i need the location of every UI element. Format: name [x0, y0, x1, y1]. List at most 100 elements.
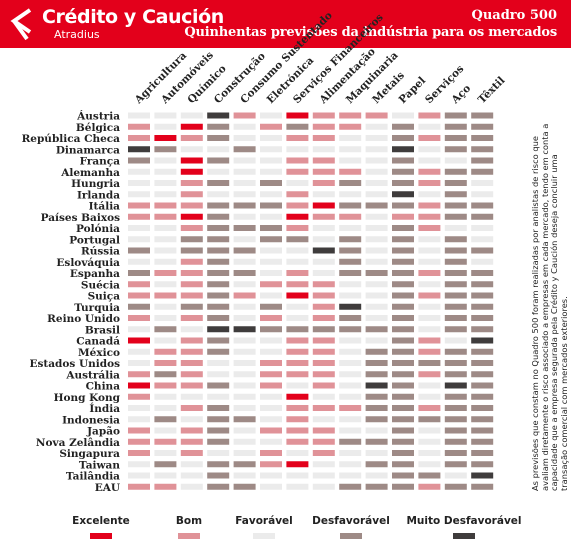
heatmap-cell — [392, 191, 414, 198]
heatmap-cell — [365, 450, 388, 456]
heatmap-cell — [180, 123, 203, 130]
heatmap-cell — [365, 146, 388, 153]
heatmap-cell — [286, 405, 309, 411]
heatmap-cell — [180, 303, 203, 310]
heatmap-cell — [128, 416, 150, 423]
heatmap-cell — [154, 146, 177, 153]
heatmap-cell — [392, 247, 414, 254]
row-label: Eslováquia — [56, 257, 120, 269]
heatmap-cell — [154, 258, 177, 265]
heatmap-cell — [154, 405, 177, 411]
heatmap-cell — [418, 427, 441, 434]
heatmap-cell — [339, 112, 362, 119]
row-label: Austrália — [65, 369, 120, 381]
heatmap-cell — [207, 450, 230, 456]
heatmap-cell — [339, 202, 362, 209]
legend-label: Muito Desfavorável — [406, 515, 521, 527]
heatmap-cell — [128, 258, 150, 265]
heatmap-cell — [260, 416, 282, 423]
heatmap-cell — [286, 180, 309, 186]
heatmap-cell — [392, 281, 414, 288]
heatmap-cell — [471, 281, 494, 288]
row-label: Polónia — [76, 223, 120, 235]
heatmap-cell — [180, 146, 203, 153]
heatmap-cell — [180, 180, 203, 186]
heatmap-cell — [365, 213, 388, 220]
heatmap-cell — [233, 438, 256, 445]
heatmap-cell — [128, 405, 150, 411]
chart-title: Quadro 500 — [471, 8, 557, 23]
heatmap-cell — [365, 180, 388, 186]
heatmap-cell — [260, 213, 282, 220]
heatmap-cell — [365, 371, 388, 378]
heatmap-cell — [444, 438, 467, 445]
heatmap-cell — [260, 326, 282, 333]
heatmap-cell — [471, 348, 494, 355]
heatmap-cell — [339, 168, 362, 175]
heatmap-cell — [471, 303, 494, 310]
heatmap-cell — [260, 270, 282, 276]
heatmap-cell — [471, 180, 494, 186]
heatmap-cell — [286, 236, 309, 243]
heatmap-cell — [128, 281, 150, 288]
heatmap-cell — [365, 270, 388, 276]
heatmap-cell — [444, 123, 467, 130]
heatmap-cell — [233, 360, 256, 366]
heatmap-cell — [312, 337, 335, 344]
footnote: As previsões que constam no Quadro 500 f… — [530, 123, 569, 491]
heatmap-cell — [154, 236, 177, 243]
heatmap-cell — [444, 337, 467, 344]
heatmap-cell — [392, 315, 414, 321]
heatmap-cell — [392, 225, 414, 231]
heatmap-cell — [180, 427, 203, 434]
heatmap-cell — [286, 146, 309, 153]
heatmap-cell — [418, 225, 441, 231]
heatmap-cell — [339, 146, 362, 153]
heatmap-cell — [312, 303, 335, 310]
heatmap-cell — [418, 112, 441, 119]
heatmap-cell — [180, 168, 203, 175]
heatmap-cell — [233, 371, 256, 378]
heatmap-cell — [207, 371, 230, 378]
heatmap-cell — [154, 348, 177, 355]
heatmap-cell — [312, 112, 335, 119]
heatmap-cell — [392, 461, 414, 468]
chart-subtitle: Quinhentas previsões da indústria para o… — [184, 25, 557, 40]
heatmap-cell — [154, 337, 177, 344]
heatmap-cell — [180, 337, 203, 344]
heatmap-cell — [260, 247, 282, 254]
heatmap-cell — [339, 450, 362, 456]
heatmap-cell — [233, 416, 256, 423]
heatmap-cell — [339, 236, 362, 243]
heatmap-cell — [392, 393, 414, 400]
heatmap-cell — [207, 202, 230, 209]
row-label: França — [80, 156, 121, 168]
heatmap-cell — [418, 292, 441, 299]
column-header: Têxtil — [476, 75, 508, 107]
heatmap-cell — [312, 146, 335, 153]
heatmap-cell — [154, 371, 177, 378]
heatmap-cell — [233, 461, 256, 468]
heatmap-cell — [286, 438, 309, 445]
heatmap-cell — [444, 146, 467, 153]
heatmap-cell — [418, 461, 441, 468]
heatmap-cell — [418, 382, 441, 389]
heatmap-cell — [312, 123, 335, 130]
legend-swatch — [453, 533, 475, 539]
heatmap-cell — [128, 292, 150, 299]
heatmap-cell — [154, 416, 177, 423]
heatmap-cell — [392, 303, 414, 310]
heatmap-cell — [312, 427, 335, 434]
heatmap-cell — [154, 123, 177, 130]
heatmap-cell — [128, 393, 150, 400]
heatmap-cell — [180, 191, 203, 198]
heatmap-cell — [260, 112, 282, 119]
heatmap-cell — [471, 213, 494, 220]
heatmap-cell — [154, 461, 177, 468]
heatmap-cell — [312, 371, 335, 378]
heatmap-cell — [444, 427, 467, 434]
heatmap-cell — [286, 191, 309, 198]
heatmap-cell — [286, 112, 309, 119]
heatmap-cell — [154, 438, 177, 445]
heatmap-cell — [339, 281, 362, 288]
